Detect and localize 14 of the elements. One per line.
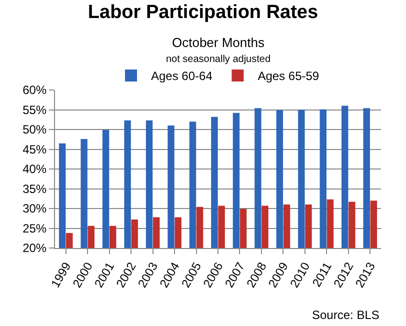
y-tick-label: 50% (22, 122, 47, 137)
source-note: Source: BLS (312, 308, 380, 322)
y-tick-label: 45% (22, 142, 47, 156)
y-tick-label: 25% (22, 221, 47, 236)
y-tick-label: 20% (22, 241, 47, 256)
y-tick-label: 55% (22, 102, 47, 117)
legend-label: Ages 65-59 (258, 69, 320, 84)
y-tick-label: 30% (22, 202, 47, 216)
legend-label: Ages 60-64 (151, 69, 213, 84)
y-tick-label: 60% (22, 83, 47, 98)
chart-title: Labor Participation Rates (88, 2, 318, 24)
y-tick-label: 40% (22, 162, 47, 176)
y-tick-label: 35% (22, 182, 47, 196)
chart-subtitle: October Months not seasonally adjusted (166, 35, 271, 65)
